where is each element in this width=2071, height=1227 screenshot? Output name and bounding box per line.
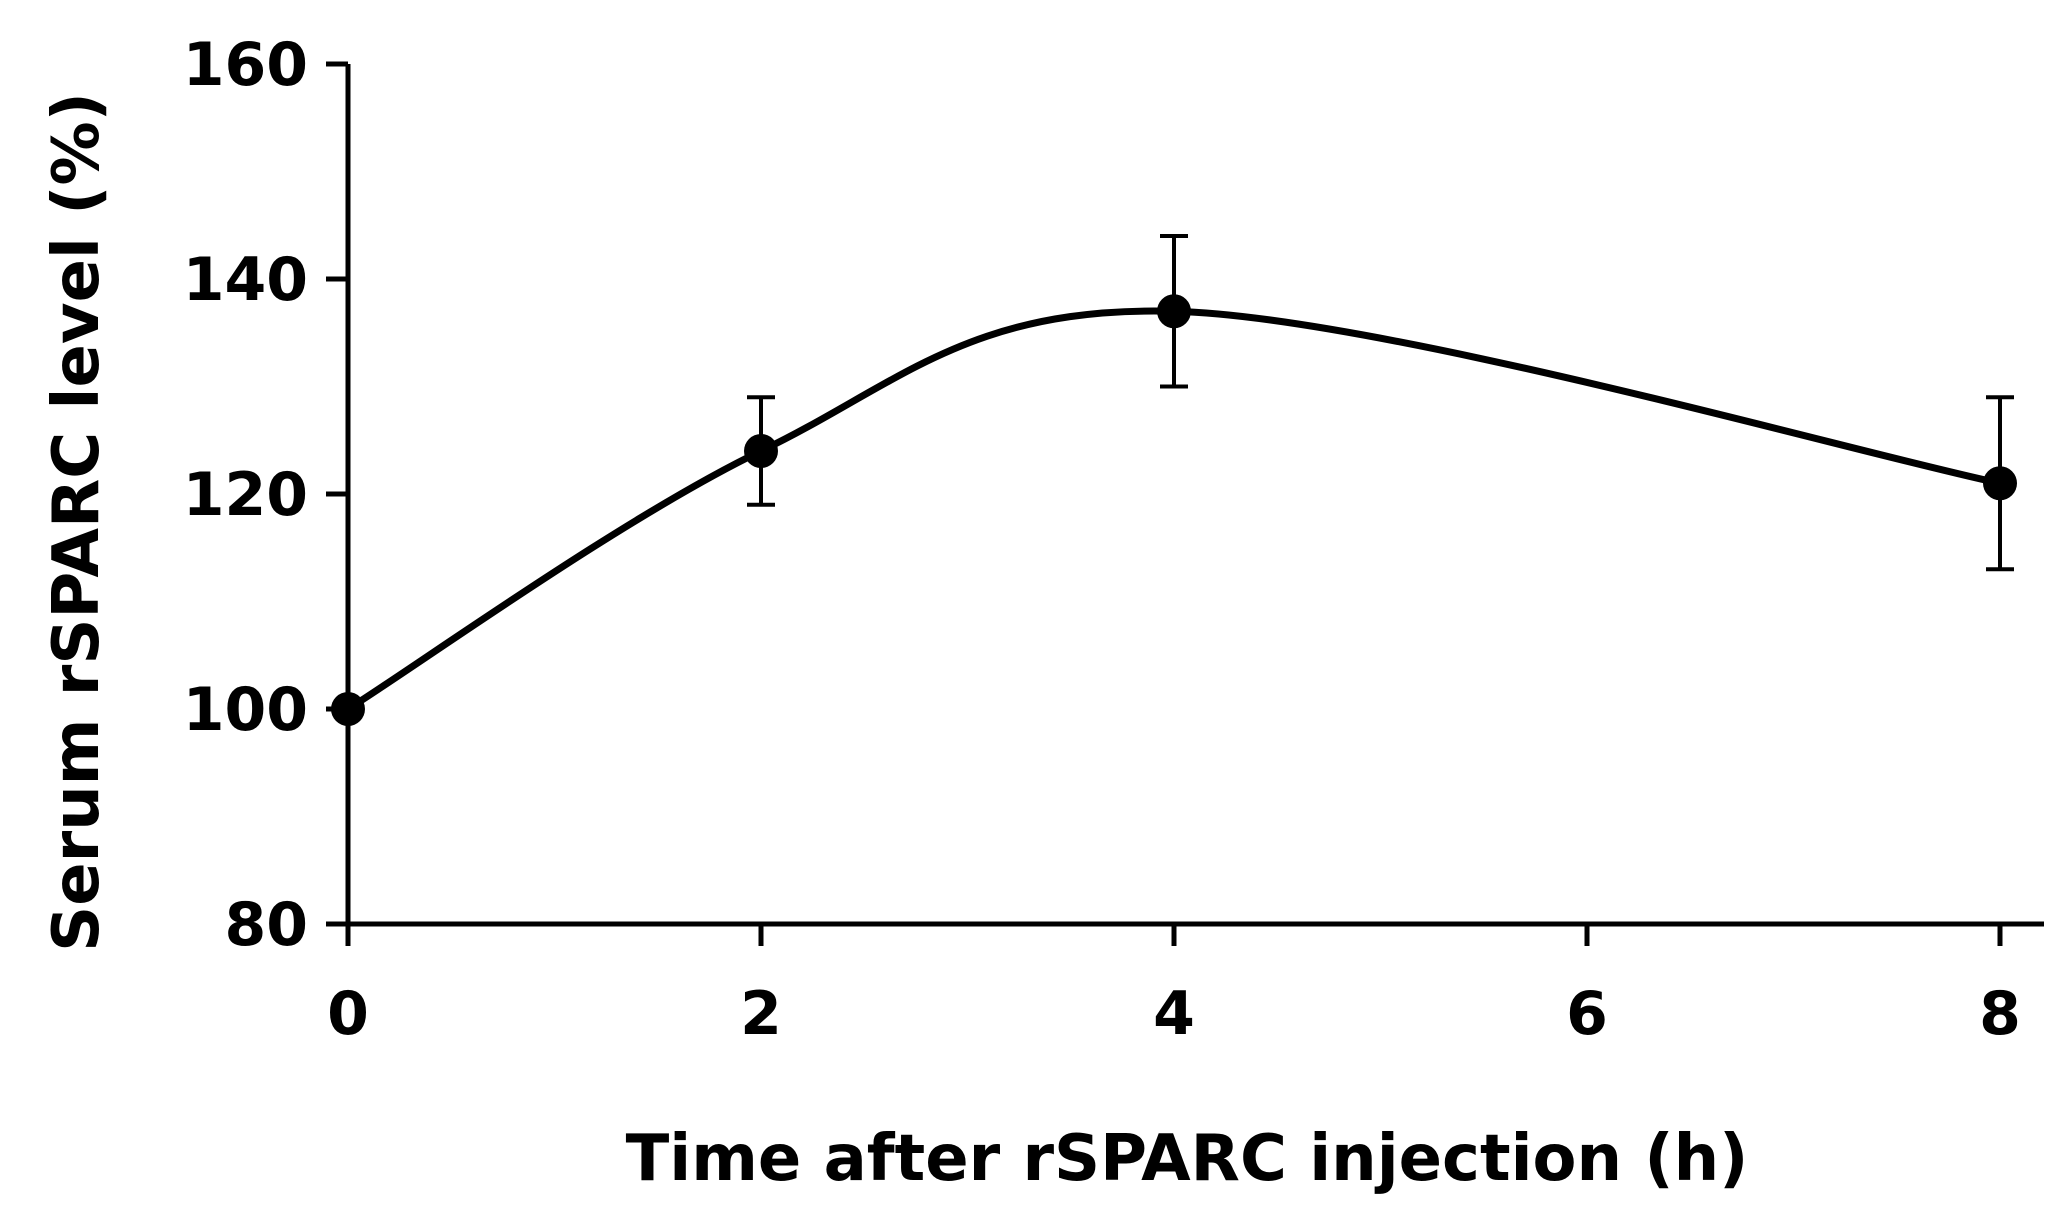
x-tick-label: 6 — [1566, 979, 1608, 1049]
series-group — [331, 234, 2017, 726]
y-axis-title: Serum rSPARC level (%) — [40, 92, 114, 952]
y-ticks: 80 100 120 140 160 — [183, 30, 348, 960]
y-tick-label: 100 — [183, 675, 308, 745]
x-tick-label: 4 — [1153, 979, 1195, 1049]
data-point — [1983, 466, 2017, 501]
x-tick-label: 8 — [1979, 979, 2021, 1049]
x-ticks: 0 2 4 6 8 — [327, 924, 2021, 1049]
x-axis-title: Time after rSPARC injection (h) — [626, 1122, 1749, 1196]
y-tick-label: 80 — [225, 890, 309, 960]
axes — [345, 64, 2044, 927]
x-tick-label: 2 — [740, 979, 782, 1049]
series-line — [344, 307, 2004, 713]
x-tick-label: 0 — [327, 979, 369, 1049]
y-tick-label: 160 — [183, 30, 308, 100]
data-point — [1157, 294, 1191, 329]
data-point — [331, 692, 365, 726]
data-point — [744, 434, 778, 468]
y-tick-label: 140 — [183, 245, 308, 315]
y-tick-label: 120 — [183, 460, 308, 530]
